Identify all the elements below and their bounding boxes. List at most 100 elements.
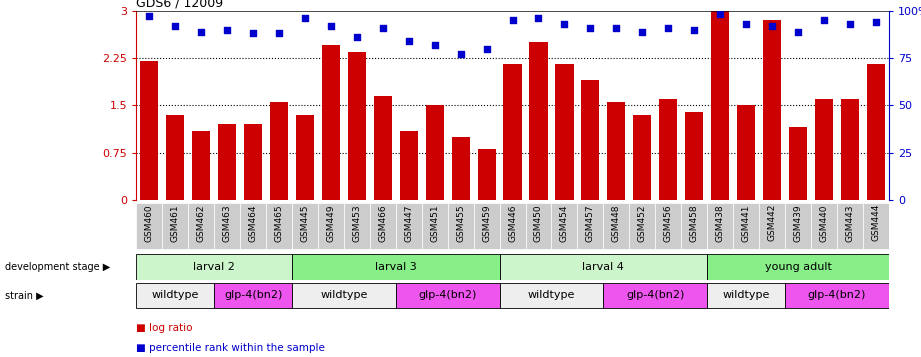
- Text: GSM441: GSM441: [741, 204, 751, 242]
- Text: wildtype: wildtype: [321, 290, 367, 301]
- FancyBboxPatch shape: [603, 283, 707, 308]
- Bar: [426, 105, 444, 200]
- Point: [453, 51, 468, 57]
- Text: wildtype: wildtype: [152, 290, 199, 301]
- Text: GSM439: GSM439: [794, 204, 802, 242]
- Bar: [815, 99, 833, 200]
- Bar: [763, 20, 781, 200]
- FancyBboxPatch shape: [396, 283, 499, 308]
- Text: GSM455: GSM455: [456, 204, 465, 242]
- Text: strain ▶: strain ▶: [5, 290, 43, 301]
- Text: GSM457: GSM457: [586, 204, 595, 242]
- Text: GSM453: GSM453: [353, 204, 361, 242]
- Text: GSM442: GSM442: [767, 204, 776, 241]
- Point: [323, 23, 338, 29]
- Text: GSM459: GSM459: [482, 204, 491, 242]
- Point: [583, 25, 598, 31]
- Text: GSM449: GSM449: [326, 204, 335, 242]
- Text: larval 3: larval 3: [375, 262, 416, 272]
- Text: GSM458: GSM458: [690, 204, 699, 242]
- Point: [142, 14, 157, 19]
- Bar: [400, 131, 418, 200]
- Bar: [789, 127, 807, 200]
- Bar: [659, 99, 677, 200]
- FancyBboxPatch shape: [682, 202, 707, 249]
- Bar: [477, 150, 495, 200]
- FancyBboxPatch shape: [188, 202, 215, 249]
- Bar: [451, 137, 470, 200]
- Text: GSM456: GSM456: [664, 204, 672, 242]
- Point: [869, 19, 883, 25]
- Bar: [166, 115, 184, 200]
- Bar: [841, 99, 859, 200]
- FancyBboxPatch shape: [707, 254, 889, 280]
- Point: [220, 27, 235, 32]
- Bar: [192, 131, 210, 200]
- Text: GSM446: GSM446: [508, 204, 517, 242]
- Text: GSM438: GSM438: [716, 204, 725, 242]
- Point: [479, 46, 494, 51]
- FancyBboxPatch shape: [603, 202, 629, 249]
- Text: GSM447: GSM447: [404, 204, 414, 242]
- FancyBboxPatch shape: [215, 283, 292, 308]
- Text: GSM445: GSM445: [300, 204, 309, 242]
- Bar: [218, 124, 236, 200]
- Text: GSM454: GSM454: [560, 204, 569, 242]
- Text: GSM451: GSM451: [430, 204, 439, 242]
- Point: [739, 21, 753, 27]
- Text: wildtype: wildtype: [722, 290, 770, 301]
- Point: [193, 29, 208, 34]
- FancyBboxPatch shape: [499, 283, 603, 308]
- Point: [531, 15, 546, 21]
- FancyBboxPatch shape: [785, 283, 889, 308]
- Point: [817, 17, 832, 23]
- FancyBboxPatch shape: [292, 202, 318, 249]
- FancyBboxPatch shape: [655, 202, 682, 249]
- Text: glp-4(bn2): glp-4(bn2): [626, 290, 684, 301]
- Bar: [685, 112, 704, 200]
- Point: [661, 25, 676, 31]
- FancyBboxPatch shape: [785, 202, 810, 249]
- FancyBboxPatch shape: [707, 283, 785, 308]
- Point: [790, 29, 805, 34]
- Text: glp-4(bn2): glp-4(bn2): [224, 290, 282, 301]
- Point: [246, 31, 261, 36]
- Point: [402, 38, 416, 44]
- Bar: [504, 64, 521, 200]
- Bar: [737, 105, 755, 200]
- Text: wildtype: wildtype: [528, 290, 575, 301]
- FancyBboxPatch shape: [422, 202, 448, 249]
- Point: [427, 42, 442, 47]
- FancyBboxPatch shape: [136, 254, 292, 280]
- Text: development stage ▶: development stage ▶: [5, 262, 110, 272]
- Bar: [348, 52, 366, 200]
- Text: ■ percentile rank within the sample: ■ percentile rank within the sample: [136, 343, 325, 353]
- FancyBboxPatch shape: [733, 202, 759, 249]
- FancyBboxPatch shape: [448, 202, 473, 249]
- Text: GSM466: GSM466: [379, 204, 388, 242]
- Text: GSM464: GSM464: [249, 204, 258, 242]
- FancyBboxPatch shape: [344, 202, 370, 249]
- FancyBboxPatch shape: [810, 202, 837, 249]
- Text: GSM450: GSM450: [534, 204, 543, 242]
- Bar: [530, 42, 548, 200]
- FancyBboxPatch shape: [370, 202, 396, 249]
- Point: [609, 25, 624, 31]
- Text: larval 2: larval 2: [193, 262, 235, 272]
- Bar: [607, 102, 625, 200]
- FancyBboxPatch shape: [136, 202, 162, 249]
- FancyBboxPatch shape: [707, 202, 733, 249]
- Text: GSM463: GSM463: [223, 204, 231, 242]
- Bar: [296, 115, 314, 200]
- Point: [687, 27, 702, 32]
- FancyBboxPatch shape: [318, 202, 344, 249]
- Text: GSM452: GSM452: [637, 204, 647, 242]
- FancyBboxPatch shape: [499, 202, 526, 249]
- FancyBboxPatch shape: [577, 202, 603, 249]
- Bar: [581, 80, 600, 200]
- Point: [713, 12, 728, 17]
- FancyBboxPatch shape: [240, 202, 266, 249]
- FancyBboxPatch shape: [552, 202, 577, 249]
- FancyBboxPatch shape: [215, 202, 240, 249]
- FancyBboxPatch shape: [499, 254, 707, 280]
